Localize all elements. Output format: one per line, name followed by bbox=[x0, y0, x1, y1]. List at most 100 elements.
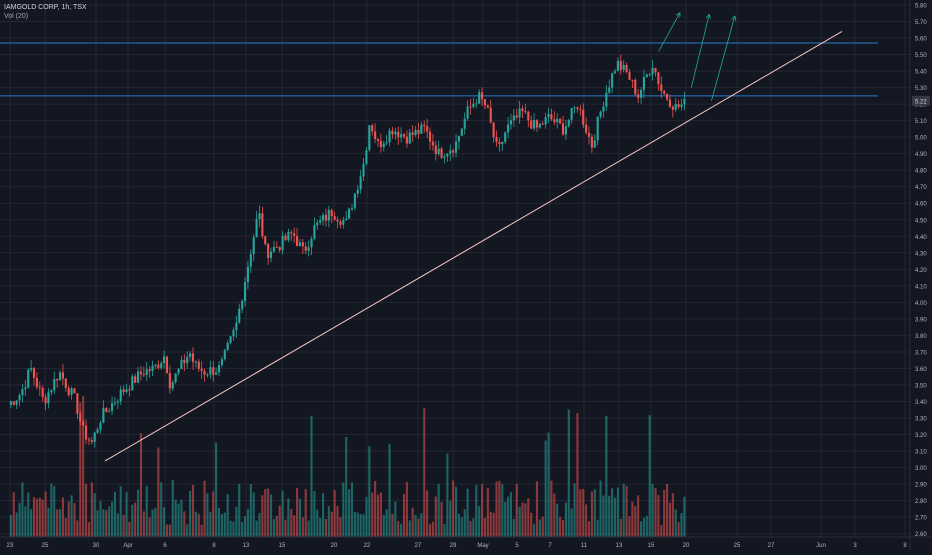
candle-body bbox=[553, 119, 556, 123]
volume-bar bbox=[203, 480, 206, 537]
candle-body bbox=[215, 372, 218, 375]
candle-body bbox=[472, 103, 475, 107]
overlay-layer bbox=[104, 13, 843, 462]
candle-body bbox=[677, 104, 680, 107]
y-tick-label: 4.70 bbox=[915, 185, 927, 191]
volume-bar bbox=[47, 507, 50, 537]
candle-body bbox=[645, 74, 648, 78]
candle-layer bbox=[9, 54, 686, 448]
candle-body bbox=[267, 243, 270, 258]
candle-body bbox=[495, 137, 498, 143]
candle-body bbox=[639, 90, 643, 98]
volume-bar bbox=[515, 484, 518, 537]
volume-bar bbox=[215, 442, 218, 537]
volume-bar bbox=[483, 518, 487, 537]
candle-body bbox=[573, 107, 576, 109]
volume-bar bbox=[512, 518, 515, 537]
volume-bar bbox=[148, 517, 151, 537]
candle-body bbox=[50, 390, 53, 393]
volume-bar bbox=[342, 482, 345, 537]
candle-body bbox=[625, 64, 628, 73]
volume-bar bbox=[267, 488, 270, 537]
volume-bar bbox=[61, 497, 64, 537]
candle-body bbox=[249, 254, 252, 267]
volume-bar bbox=[570, 508, 573, 537]
candle-body bbox=[290, 232, 293, 234]
candle-body bbox=[322, 214, 325, 221]
candle-body bbox=[648, 74, 651, 76]
x-tick-label: 13 bbox=[243, 543, 250, 549]
volume-bar bbox=[316, 509, 319, 537]
volume-bar bbox=[35, 498, 38, 537]
volume-bar bbox=[472, 518, 475, 537]
volume-layer bbox=[9, 396, 686, 537]
candle-body bbox=[79, 413, 82, 422]
volume-bar bbox=[579, 489, 582, 537]
x-tick-label: 15 bbox=[279, 543, 286, 549]
candle-body bbox=[492, 122, 495, 138]
volume-bar bbox=[668, 502, 672, 537]
volume-bar bbox=[96, 510, 99, 537]
volume-bar bbox=[243, 516, 247, 537]
candle-body bbox=[631, 79, 634, 81]
candle-body bbox=[518, 108, 521, 118]
candle-body bbox=[99, 422, 102, 430]
candle-body bbox=[642, 77, 645, 91]
y-tick-label: 5.00 bbox=[915, 136, 927, 142]
candle-body bbox=[379, 140, 382, 148]
y-tick-label: 2.70 bbox=[915, 516, 927, 522]
volume-bar bbox=[596, 519, 599, 537]
volume-bar bbox=[116, 513, 119, 537]
volume-bar bbox=[27, 492, 30, 537]
volume-bar bbox=[339, 517, 342, 537]
volume-bar bbox=[327, 506, 330, 537]
volume-bar bbox=[362, 514, 365, 537]
candle-body bbox=[226, 343, 229, 351]
volume-bar bbox=[397, 520, 400, 537]
volume-bar bbox=[556, 503, 559, 537]
candle-body bbox=[73, 388, 76, 394]
volume-bar bbox=[353, 511, 356, 537]
candle-body bbox=[151, 365, 154, 372]
volume-bar bbox=[284, 519, 287, 537]
volume-bar bbox=[475, 484, 478, 537]
volume-bar bbox=[189, 490, 192, 537]
volume-bar bbox=[157, 447, 160, 537]
candle-body bbox=[316, 222, 319, 226]
candle-body bbox=[402, 134, 406, 137]
y-tick-label: 4.20 bbox=[915, 268, 927, 274]
x-tick-label: 13 bbox=[616, 543, 623, 549]
candle-body bbox=[58, 372, 62, 381]
candle-body bbox=[171, 381, 174, 389]
volume-bar bbox=[457, 513, 460, 537]
price-badge bbox=[912, 95, 930, 106]
volume-bar bbox=[489, 511, 492, 537]
candle-body bbox=[550, 114, 553, 120]
candle-body bbox=[56, 379, 59, 381]
volume-bar bbox=[642, 517, 645, 537]
volume-bar bbox=[590, 491, 593, 537]
x-tick-label: 30 bbox=[93, 543, 100, 549]
volume-bar bbox=[657, 495, 660, 537]
candle-body bbox=[512, 115, 515, 121]
y-tick-label: 5.50 bbox=[915, 53, 927, 59]
candle-body bbox=[125, 389, 128, 392]
candle-body bbox=[44, 397, 47, 404]
candle-body bbox=[671, 106, 674, 110]
candle-body bbox=[385, 142, 388, 144]
y-tick-label: 4.80 bbox=[915, 169, 927, 175]
candle-body bbox=[478, 92, 481, 104]
y-tick-label: 2.90 bbox=[915, 483, 927, 489]
candle-body bbox=[327, 210, 330, 221]
candle-body bbox=[411, 132, 414, 136]
candle-body bbox=[634, 79, 637, 95]
volume-bar bbox=[495, 481, 498, 537]
candle-body bbox=[261, 213, 264, 237]
candle-body bbox=[564, 126, 567, 135]
candle-body bbox=[35, 377, 38, 388]
volume-bar bbox=[573, 483, 576, 537]
volume-bar bbox=[93, 493, 96, 537]
